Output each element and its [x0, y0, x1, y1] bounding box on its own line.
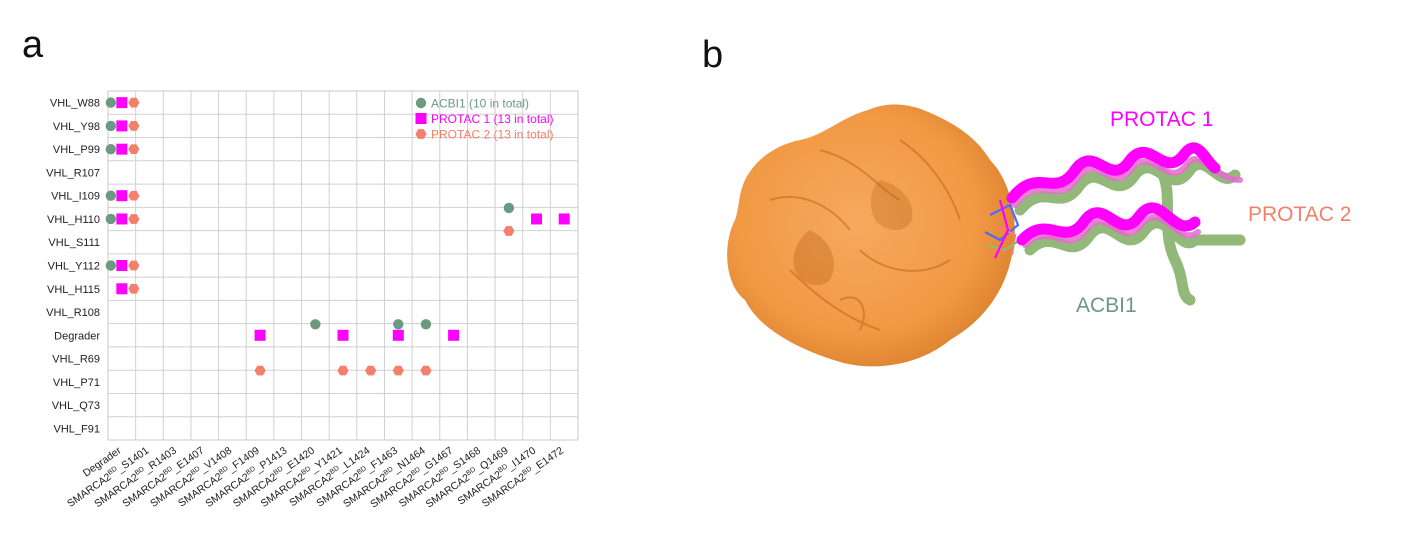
- legend-marker: [415, 129, 427, 139]
- y-tick-label: VHL_R69: [52, 354, 100, 366]
- protac1-label: PROTAC 1: [1110, 108, 1213, 131]
- data-point-square: [254, 329, 266, 341]
- y-tick-label: VHL_H115: [47, 284, 100, 296]
- chart-marks: [105, 97, 570, 376]
- data-point-hexagon: [365, 365, 377, 376]
- data-point-hexagon: [254, 365, 266, 376]
- data-point-circle: [310, 319, 321, 330]
- data-point-hexagon: [128, 121, 140, 131]
- y-tick-label: VHL_H110: [47, 214, 100, 226]
- y-tick-label: VHL_Y112: [48, 261, 100, 273]
- data-point-hexagon: [128, 144, 140, 155]
- y-tick-label: VHL_I109: [51, 191, 100, 203]
- helix-acbi1: [1014, 158, 1246, 306]
- interaction-chart: VHL_W88 VHL_Y98 VHL_P99 VHL_R107 VHL_I109 VHL…: [46, 90, 579, 511]
- data-point-circle: [393, 319, 404, 330]
- data-point-square: [116, 260, 128, 271]
- data-point-square: [116, 143, 128, 155]
- data-point-circle: [105, 97, 117, 108]
- data-point-hexagon: [128, 190, 140, 201]
- helix-protac2: [1012, 156, 1243, 248]
- data-point-square: [116, 213, 128, 225]
- data-point-square: [337, 329, 349, 341]
- panel-b-label: b: [702, 34, 724, 76]
- data-point-square: [558, 213, 570, 225]
- data-point-hexagon: [128, 97, 140, 108]
- legend-marker: [415, 97, 427, 109]
- panel-a-label: a: [22, 24, 44, 66]
- data-point-square: [531, 213, 543, 225]
- data-point-circle: [105, 260, 117, 271]
- data-point-square: [116, 97, 128, 109]
- data-point-circle: [503, 202, 515, 214]
- data-point-circle: [420, 319, 432, 330]
- data-point-circle: [105, 120, 117, 132]
- protac2-label: PROTAC 2: [1248, 203, 1351, 226]
- data-point-hexagon: [392, 365, 404, 376]
- y-tick-label: VHL_W88: [50, 98, 100, 110]
- y-tick-label: VHL_P71: [53, 377, 100, 389]
- legend-label: PROTAC 2 (13 in total): [431, 128, 553, 142]
- data-point-hexagon: [337, 365, 349, 376]
- chart-legend: ACBI1 (10 in total)PROTAC 1 (13 in total…: [415, 97, 553, 142]
- data-point-hexagon: [420, 365, 432, 376]
- y-tick-label: VHL_Y98: [53, 121, 100, 133]
- data-point-circle: [105, 190, 117, 201]
- data-point-circle: [105, 213, 117, 225]
- data-point-hexagon: [128, 283, 140, 294]
- structure-labels: PROTAC 1 PROTAC 2 ACBI1: [1076, 108, 1351, 317]
- chart-grid: [107, 90, 579, 441]
- data-point-square: [448, 329, 460, 341]
- data-point-hexagon: [128, 260, 140, 271]
- data-point-hexagon: [503, 226, 515, 236]
- x-axis-tick-labels: DegraderSMARCA2BD_S1401SMARCA2BD_R1403SM…: [65, 444, 566, 510]
- y-tick-label: VHL_R108: [46, 307, 100, 319]
- legend-label: ACBI1 (10 in total): [431, 97, 529, 111]
- y-tick-label: VHL_P99: [53, 144, 100, 156]
- y-tick-label: VHL_F91: [54, 423, 100, 435]
- data-point-hexagon: [128, 214, 140, 224]
- data-point-square: [116, 190, 128, 202]
- vhl-surface: [727, 104, 1015, 367]
- y-tick-label: VHL_R107: [46, 167, 100, 179]
- plot-area: [107, 90, 579, 441]
- ligand-sticks: [984, 199, 1021, 259]
- y-tick-label: VHL_S111: [48, 237, 100, 249]
- helix-protac1: [1006, 142, 1221, 246]
- y-tick-label: VHL_Q73: [52, 400, 100, 412]
- data-point-square: [392, 329, 404, 341]
- data-point-square: [116, 120, 128, 132]
- y-axis-tick-labels: VHL_W88 VHL_Y98 VHL_P99 VHL_R107 VHL_I109 VHL…: [46, 98, 100, 436]
- legend-marker: [415, 113, 427, 124]
- y-tick-label: Degrader: [54, 330, 100, 342]
- legend-label: PROTAC 1 (13 in total): [431, 112, 553, 126]
- data-point-circle: [105, 143, 117, 155]
- acbi1-label: ACBI1: [1076, 294, 1137, 317]
- data-point-square: [116, 283, 128, 295]
